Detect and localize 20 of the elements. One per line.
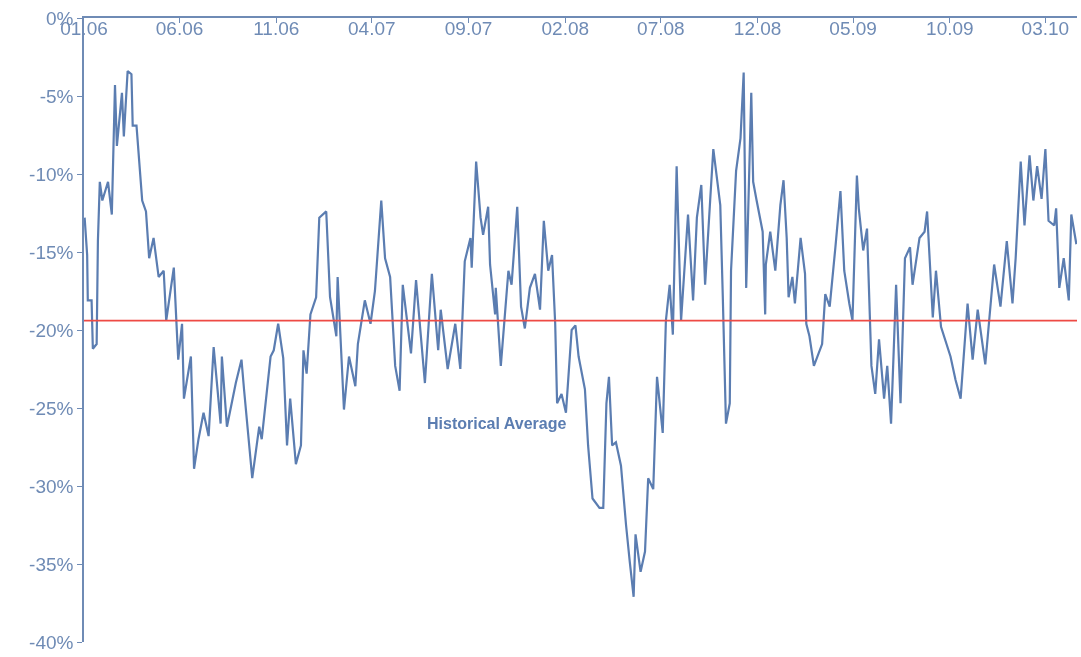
- y-tick-label: -40%: [29, 631, 74, 653]
- x-tick-label: 11.06: [253, 18, 300, 40]
- x-tick-label: 10.09: [926, 18, 974, 40]
- y-tick-label: -25%: [29, 397, 74, 419]
- y-tick-label: -10%: [29, 163, 74, 185]
- y-tick-label: -30%: [29, 475, 74, 497]
- y-tick-label: -15%: [29, 241, 74, 263]
- x-tick-label: 12.08: [733, 18, 782, 40]
- x-tick-label: 05.09: [829, 18, 877, 40]
- x-tick-label: 02.08: [541, 18, 590, 40]
- x-tick-label: 09.07: [444, 18, 493, 40]
- y-tick-label: -5%: [39, 85, 74, 107]
- x-tick-label: 07.08: [637, 18, 685, 40]
- x-tick-label: 06.06: [155, 18, 204, 40]
- y-tick-label: -35%: [29, 553, 74, 575]
- line-series: [84, 69, 1077, 598]
- x-tick-label: 04.07: [348, 18, 396, 40]
- x-tick-label: 03.10: [1021, 18, 1070, 40]
- annotation: Historical Average: [427, 415, 567, 432]
- y-tick-label: -20%: [29, 319, 74, 341]
